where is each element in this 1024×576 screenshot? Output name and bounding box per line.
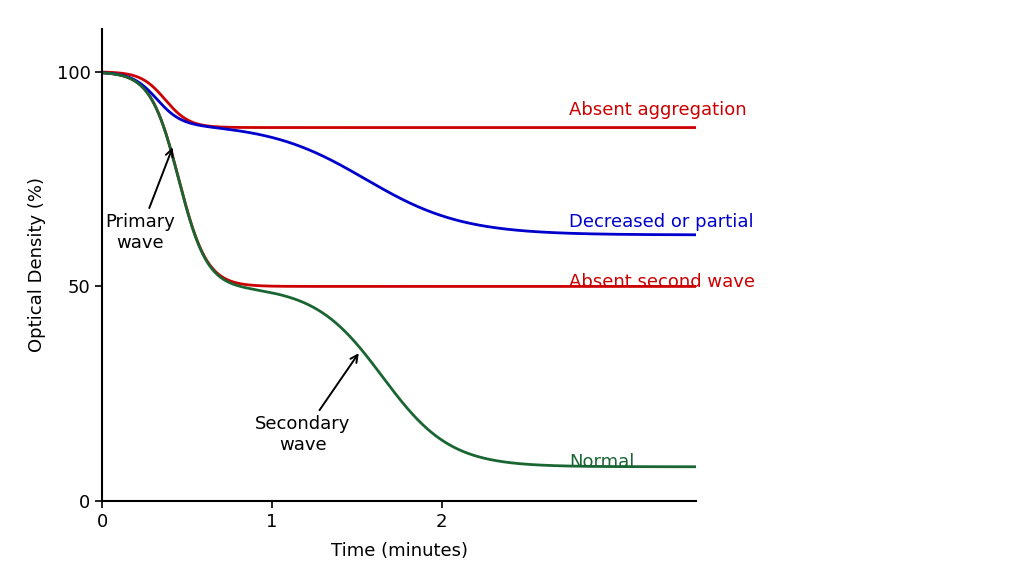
Y-axis label: Optical Density (%): Optical Density (%)	[28, 177, 46, 353]
Text: Primary
wave: Primary wave	[104, 149, 175, 252]
Text: Secondary
wave: Secondary wave	[255, 355, 357, 454]
Text: Absent second wave: Absent second wave	[569, 273, 755, 291]
Text: Normal: Normal	[569, 453, 635, 472]
X-axis label: Time (minutes): Time (minutes)	[331, 542, 468, 560]
Text: Decreased or partial: Decreased or partial	[569, 213, 754, 231]
Text: Absent aggregation: Absent aggregation	[569, 101, 746, 119]
